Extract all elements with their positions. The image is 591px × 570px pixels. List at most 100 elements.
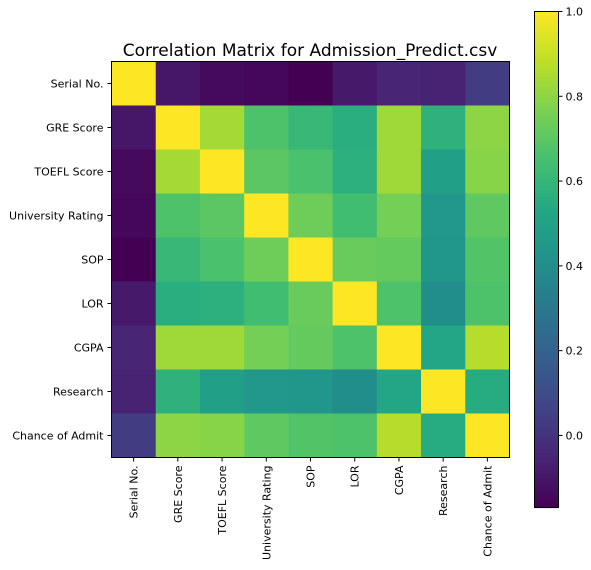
heatmap-cell	[155, 237, 201, 282]
colorbar-segment	[534, 362, 559, 368]
heatmap-cell	[376, 193, 422, 238]
heatmap-cell	[244, 105, 289, 150]
heatmap-cell	[376, 237, 422, 282]
colorbar-segment	[534, 32, 559, 37]
heatmap-cell	[332, 149, 378, 194]
colorbar-segment	[534, 61, 559, 66]
colorbar-segment	[534, 127, 559, 132]
heatmap-cell	[155, 281, 201, 326]
x-axis: Serial No. GRE Score TOEFL Score University…	[128, 457, 494, 560]
heatmap-cell	[244, 281, 289, 326]
colorbar-segment	[534, 85, 559, 91]
colorbar-segment	[534, 346, 559, 352]
heatmap-cell	[288, 281, 334, 326]
heatmap-cell	[421, 149, 466, 194]
y-tick-label: CGPA	[74, 342, 104, 355]
heatmap-cell	[288, 237, 334, 282]
colorbar-segment	[534, 19, 559, 25]
colorbar-segment	[534, 56, 559, 62]
colorbar-segment	[534, 247, 559, 252]
colorbar-segment	[534, 280, 559, 285]
colorbar-segment	[534, 317, 559, 323]
heatmap-cell	[199, 325, 245, 370]
heatmap-cell	[376, 281, 422, 326]
colorbar-segment	[534, 375, 559, 380]
colorbar-segment	[534, 139, 559, 145]
heatmap-cell	[199, 193, 245, 238]
heatmap-cell	[288, 105, 334, 150]
heatmap-cell	[155, 369, 201, 414]
colorbar-tick-label: 0.6	[566, 175, 584, 188]
heatmap-cell	[465, 281, 510, 326]
heatmap-cell	[332, 325, 378, 370]
colorbar-segment	[534, 118, 559, 124]
colorbar-segment	[534, 271, 559, 277]
colorbar-segment	[534, 441, 559, 447]
colorbar-segment	[534, 23, 559, 29]
heatmap-cell	[155, 193, 201, 238]
colorbar-segment	[534, 445, 559, 451]
colorbar-segment	[534, 499, 559, 504]
colorbar-segment	[534, 292, 559, 298]
colorbar-segment	[534, 490, 559, 496]
heatmap-cell	[244, 149, 289, 194]
x-tick-label: CGPA	[393, 465, 406, 495]
colorbar-segment	[534, 288, 559, 294]
heatmap-cell	[244, 193, 289, 238]
colorbar-segment	[534, 197, 559, 203]
heatmap-cell	[332, 369, 378, 414]
heatmap-cell	[244, 61, 289, 106]
colorbar-segment	[534, 172, 559, 178]
heatmap-cell	[332, 61, 378, 106]
x-tick-label: Serial No.	[128, 466, 141, 519]
colorbar-segment	[534, 400, 559, 405]
colorbar-segment	[534, 371, 559, 376]
colorbar-segment	[534, 238, 559, 244]
heatmap-cell	[199, 149, 245, 194]
x-tick-label: University Rating	[260, 466, 273, 560]
colorbar-segment	[534, 329, 559, 335]
colorbar-segment	[534, 52, 559, 58]
heatmap-cell	[376, 413, 422, 458]
colorbar-segment	[534, 379, 559, 385]
heatmap-cell	[376, 61, 422, 106]
heatmap-cell	[332, 105, 378, 150]
colorbar-segment	[534, 466, 559, 471]
heatmap-cell	[288, 193, 334, 238]
colorbar-segment	[534, 338, 559, 343]
colorbar-segment	[534, 408, 559, 414]
heatmap-cell	[288, 325, 334, 370]
heatmap-cell	[465, 413, 510, 458]
heatmap-cell	[199, 281, 245, 326]
heatmap-cell	[244, 237, 289, 282]
colorbar-tick-label: 1.0	[566, 6, 584, 19]
colorbar-segment	[534, 462, 559, 467]
colorbar-segment	[534, 354, 559, 360]
heatmap-cell	[111, 105, 157, 150]
heatmap-cell	[111, 237, 157, 282]
heatmap-cell	[332, 413, 378, 458]
colorbar-segment	[534, 433, 559, 438]
colorbar-segment	[534, 205, 559, 211]
colorbar-segment	[534, 77, 559, 83]
heatmap-cell	[111, 281, 157, 326]
colorbar-segment	[534, 358, 559, 364]
heatmap-cell	[421, 325, 466, 370]
colorbar-segment	[534, 300, 559, 306]
colorbar-segment	[534, 350, 559, 356]
heatmap-cell	[199, 413, 245, 458]
colorbar-segment	[534, 495, 559, 500]
colorbar-segment	[534, 404, 559, 409]
colorbar-segment	[534, 424, 559, 430]
heatmap-cell	[111, 193, 157, 238]
heatmap-cell	[288, 149, 334, 194]
heatmap-cell	[421, 193, 466, 238]
heatmap-cell	[465, 237, 510, 282]
heatmap-cell	[244, 325, 289, 370]
colorbar-segment	[534, 296, 559, 302]
heatmap-cell	[111, 61, 157, 106]
colorbar-segment	[534, 478, 559, 484]
colorbar-segment	[534, 437, 559, 442]
heatmap-cell	[199, 237, 245, 282]
